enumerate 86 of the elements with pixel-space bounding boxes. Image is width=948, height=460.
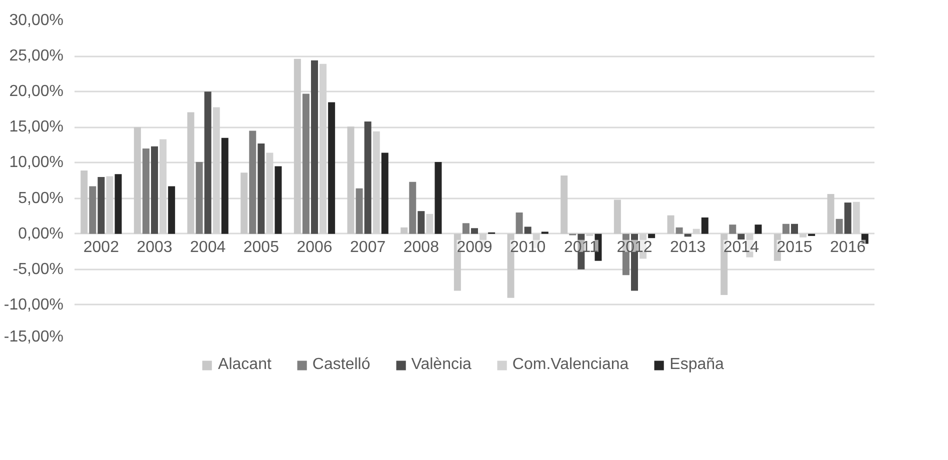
bar [221, 138, 228, 234]
bar [142, 148, 150, 234]
bar [782, 224, 790, 234]
legend-label: España [670, 356, 724, 374]
bar [302, 94, 310, 234]
bar [151, 146, 158, 234]
bar [426, 214, 434, 234]
bar [560, 176, 568, 234]
bar [364, 121, 372, 234]
y-tick-label: 10,00% [9, 154, 64, 172]
bar [160, 139, 167, 234]
x-tick-label: 2006 [296, 238, 332, 256]
bar [648, 234, 656, 238]
y-tick-label: -5,00% [12, 260, 64, 278]
bar [844, 202, 852, 234]
bar [249, 130, 256, 234]
bar [381, 152, 388, 234]
bar [614, 200, 621, 234]
x-tick-label: 2010 [510, 238, 546, 256]
x-tick-label: 2002 [83, 238, 120, 256]
y-tick-label: 25,00% [9, 48, 64, 65]
bar [204, 92, 212, 234]
bar [80, 170, 88, 234]
bar [852, 202, 860, 234]
y-tick-label: -10,00% [4, 296, 64, 314]
bar [827, 194, 834, 234]
legend-label: Castelló [312, 356, 370, 374]
bar [212, 107, 220, 234]
bar [516, 212, 523, 234]
bar [800, 234, 807, 238]
bar [98, 176, 105, 234]
x-tick-label: 2014 [723, 238, 760, 256]
bar [409, 182, 416, 234]
x-tick-label: 2009 [456, 238, 492, 256]
bar [462, 223, 470, 234]
bar [729, 224, 736, 234]
legend-label: València [411, 356, 472, 374]
bar [701, 217, 708, 234]
bar [667, 215, 674, 234]
x-tick-label: 2015 [776, 238, 812, 256]
bar [114, 174, 122, 234]
bar [240, 172, 248, 234]
bar [524, 226, 532, 234]
y-tick-label: -15,00% [4, 328, 64, 346]
bar [311, 60, 318, 234]
x-tick-label: 2005 [243, 238, 280, 256]
bar [328, 102, 336, 234]
y-tick-label: 15,00% [9, 118, 64, 136]
legend-label: Com.Valenciana [512, 356, 629, 374]
y-tick-label: 5,00% [18, 190, 64, 207]
x-tick-label: 2004 [190, 238, 226, 256]
bar [106, 176, 114, 234]
bar [187, 112, 194, 234]
legend-label: Alacant [218, 356, 272, 374]
x-tick-label: 2007 [350, 238, 386, 256]
bar [356, 188, 363, 234]
bar [738, 234, 745, 240]
x-tick-label: 2012 [616, 238, 652, 256]
x-tick-label: 2013 [670, 238, 706, 256]
bar [89, 186, 96, 234]
x-tick-label: 2008 [403, 238, 440, 256]
bar [134, 127, 141, 234]
bar [168, 186, 176, 234]
bar [320, 64, 327, 234]
bar [434, 162, 442, 234]
y-tick-label: 30,00% [9, 12, 64, 29]
bar [372, 131, 380, 234]
bar [274, 166, 282, 234]
bar [418, 211, 425, 234]
bar [347, 126, 354, 234]
bar [791, 224, 798, 234]
bar [471, 228, 478, 234]
bar [294, 58, 301, 234]
x-tick-label: 2011 [564, 238, 598, 256]
bar [196, 162, 203, 234]
bar [836, 218, 843, 234]
x-tick-label: 2016 [830, 238, 866, 256]
bar [676, 227, 683, 234]
y-tick-label: 20,00% [9, 83, 64, 100]
bar [754, 224, 762, 234]
bar [266, 152, 274, 234]
bar [258, 144, 265, 234]
y-tick-label: 0,00% [18, 225, 64, 242]
bar [692, 228, 700, 234]
bar [400, 227, 408, 234]
x-tick-label: 2003 [136, 238, 172, 256]
